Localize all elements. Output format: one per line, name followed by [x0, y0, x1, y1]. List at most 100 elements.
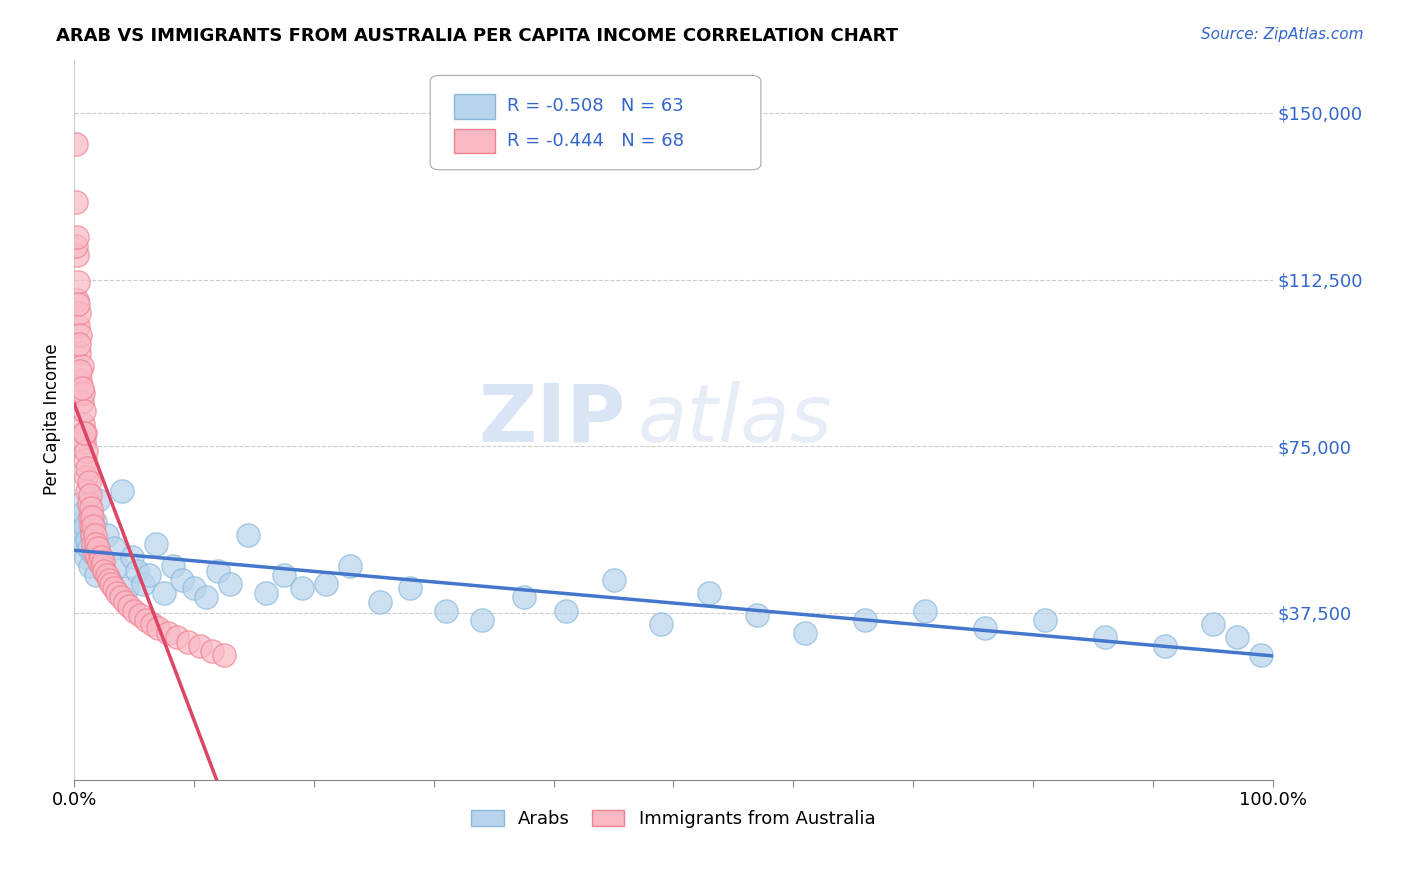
Point	[84, 568, 107, 582]
Point	[69, 364, 91, 378]
Point	[135, 613, 157, 627]
Point	[75, 452, 97, 467]
Point	[125, 564, 148, 578]
Point	[554, 604, 576, 618]
Point	[273, 568, 295, 582]
Point	[70, 524, 93, 538]
Point	[86, 550, 108, 565]
Point	[73, 425, 96, 440]
Text: ZIP: ZIP	[478, 381, 626, 458]
Point	[794, 626, 817, 640]
Point	[100, 577, 122, 591]
Point	[79, 510, 101, 524]
Legend: Arabs, Immigrants from Australia: Arabs, Immigrants from Australia	[464, 803, 883, 836]
Point	[77, 497, 100, 511]
Point	[77, 475, 100, 489]
Point	[153, 586, 176, 600]
Point	[602, 573, 624, 587]
Point	[141, 617, 163, 632]
Point	[96, 528, 118, 542]
Y-axis label: Per Capita Income: Per Capita Income	[44, 343, 60, 495]
Point	[75, 470, 97, 484]
Point	[70, 394, 93, 409]
Point	[76, 533, 98, 547]
Point	[73, 537, 96, 551]
FancyBboxPatch shape	[454, 128, 495, 153]
Point	[83, 546, 105, 560]
Point	[434, 604, 457, 618]
Point	[70, 382, 93, 396]
Point	[79, 559, 101, 574]
Point	[131, 577, 153, 591]
Point	[111, 483, 134, 498]
Point	[72, 386, 94, 401]
Point	[82, 537, 104, 551]
Point	[1225, 631, 1247, 645]
Point	[914, 604, 936, 618]
Point	[82, 510, 104, 524]
Point	[66, 528, 89, 542]
Point	[1033, 613, 1056, 627]
Point	[82, 519, 104, 533]
Point	[1201, 617, 1223, 632]
FancyBboxPatch shape	[430, 76, 761, 169]
Point	[87, 541, 110, 556]
Point	[80, 506, 103, 520]
Point	[80, 501, 103, 516]
Point	[65, 239, 87, 253]
Point	[121, 550, 143, 565]
Point	[118, 599, 141, 614]
Point	[122, 604, 145, 618]
Point	[66, 230, 89, 244]
Point	[1094, 631, 1116, 645]
Point	[368, 595, 391, 609]
Point	[747, 608, 769, 623]
Point	[207, 564, 229, 578]
Point	[148, 622, 170, 636]
Point	[103, 582, 125, 596]
Point	[107, 559, 129, 574]
Point	[75, 425, 97, 440]
Point	[398, 582, 420, 596]
Point	[219, 577, 242, 591]
Point	[82, 528, 104, 542]
Point	[254, 586, 277, 600]
Point	[70, 359, 93, 374]
Point	[974, 622, 997, 636]
Text: atlas: atlas	[637, 381, 832, 458]
Point	[1250, 648, 1272, 662]
Point	[69, 373, 91, 387]
Point	[315, 577, 337, 591]
Point	[82, 528, 104, 542]
Point	[291, 582, 314, 596]
Point	[98, 573, 121, 587]
Point	[93, 564, 115, 578]
Point	[67, 337, 90, 351]
Point	[162, 559, 184, 574]
Point	[79, 488, 101, 502]
Point	[76, 483, 98, 498]
Point	[76, 461, 98, 475]
Point	[115, 582, 138, 596]
Point	[339, 559, 361, 574]
Point	[853, 613, 876, 627]
Point	[90, 550, 112, 565]
Text: ARAB VS IMMIGRANTS FROM AUSTRALIA PER CAPITA INCOME CORRELATION CHART: ARAB VS IMMIGRANTS FROM AUSTRALIA PER CA…	[56, 27, 898, 45]
Point	[77, 541, 100, 556]
Text: R = -0.508   N = 63: R = -0.508 N = 63	[508, 97, 683, 115]
Point	[172, 573, 194, 587]
Point	[75, 519, 97, 533]
Point	[512, 591, 534, 605]
Point	[89, 555, 111, 569]
Point	[471, 613, 494, 627]
Point	[114, 595, 136, 609]
Text: Source: ZipAtlas.com: Source: ZipAtlas.com	[1201, 27, 1364, 42]
Point	[66, 297, 89, 311]
Point	[166, 631, 188, 645]
FancyBboxPatch shape	[454, 95, 495, 119]
Point	[188, 640, 211, 654]
Point	[103, 541, 125, 556]
Point	[145, 537, 167, 551]
Point	[110, 591, 132, 605]
Point	[67, 346, 90, 360]
